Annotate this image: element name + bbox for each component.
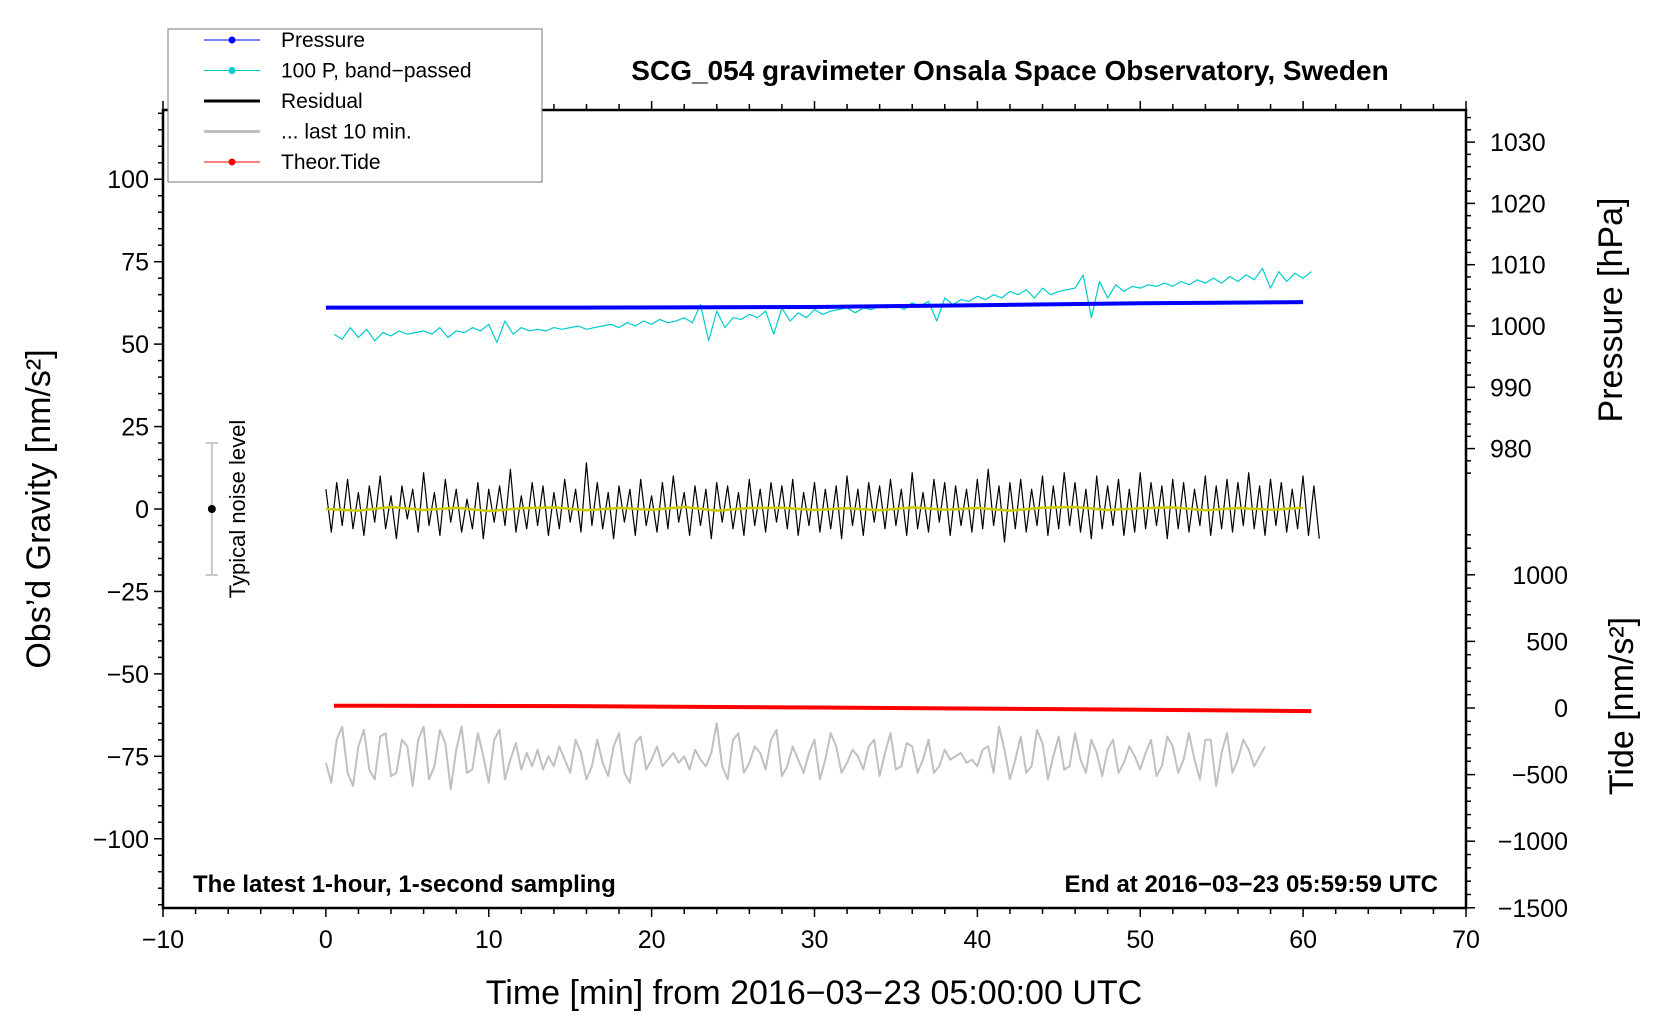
noise-bar-center-dot: [207, 505, 216, 513]
tide-tick-label: −1500: [1498, 895, 1568, 923]
legend-label: Theor.Tide: [281, 151, 381, 174]
tide-axis-label: Tide [nm/s²]: [1603, 617, 1641, 795]
chart-title: SCG_054 gravimeter Onsala Space Observat…: [631, 55, 1388, 86]
annotation-right: End at 2016−03−23 05:59:59 UTC: [1064, 871, 1438, 898]
pressure-axis-label: Pressure [hPa]: [1592, 198, 1630, 423]
y-tick-label: 0: [135, 496, 149, 524]
legend-label: Pressure: [281, 29, 365, 52]
x-tick-label: 60: [1289, 926, 1317, 954]
y-tick-label: −100: [93, 826, 149, 854]
pressure-tick-label: 1030: [1490, 129, 1546, 157]
legend-swatch-dot: [228, 158, 236, 166]
y-tick-label: 50: [121, 331, 149, 359]
series-line-smoothed-residual: [325, 505, 1304, 513]
legend-swatch-dot: [228, 67, 236, 74]
tide-tick-label: 500: [1526, 628, 1568, 656]
y-tick-label: 100: [107, 166, 149, 194]
tide-tick-label: −1000: [1498, 828, 1568, 856]
x-tick-label: 40: [963, 926, 991, 954]
series-line-100-p-band-passed: [333, 267, 1312, 344]
y-tick-label: 75: [121, 249, 149, 277]
pressure-tick-label: 990: [1490, 374, 1532, 402]
pressure-tick-label: 1020: [1490, 190, 1546, 218]
tide-tick-label: −500: [1512, 762, 1568, 790]
legend-label: Residual: [281, 90, 363, 113]
tide-tick-label: 1000: [1512, 562, 1568, 590]
x-axis-label: Time [min] from 2016−03−23 05:00:00 UTC: [486, 974, 1142, 1012]
pressure-tick-label: 980: [1490, 436, 1532, 464]
series-line--last-10-min-: [324, 722, 1266, 791]
annotation-left: The latest 1-hour, 1-second sampling: [193, 871, 616, 898]
y-tick-label: −50: [107, 661, 149, 689]
pressure-tick-label: 1010: [1490, 252, 1546, 280]
y-tick-label: 25: [121, 414, 149, 442]
pressure-tick-label: 1000: [1490, 313, 1546, 341]
legend-label: 100 P, band−passed: [281, 60, 472, 83]
tide-tick-label: 0: [1554, 695, 1568, 723]
x-tick-label: −10: [142, 926, 184, 954]
legend-swatch-dot: [228, 36, 236, 44]
y-tick-label: −25: [107, 578, 149, 606]
series-line-residual: [325, 462, 1320, 543]
legend: Pressure 100 P, band−passed Residual ... la…: [167, 28, 543, 183]
x-tick-label: 30: [801, 926, 829, 954]
x-tick-label: 0: [319, 926, 333, 954]
y-axis-label: Obs’d Gravity [nm/s²]: [20, 349, 58, 668]
y-tick-label: −75: [107, 743, 149, 771]
legend-label: ... last 10 min.: [281, 121, 412, 144]
series-line-theor-tide: [333, 703, 1312, 714]
x-tick-label: 10: [475, 926, 503, 954]
series-line-pressure: [325, 300, 1304, 310]
noise-level-label: Typical noise level: [225, 420, 250, 599]
x-tick-label: 50: [1126, 926, 1154, 954]
x-tick-label: 20: [638, 926, 666, 954]
x-tick-label: 70: [1452, 926, 1480, 954]
